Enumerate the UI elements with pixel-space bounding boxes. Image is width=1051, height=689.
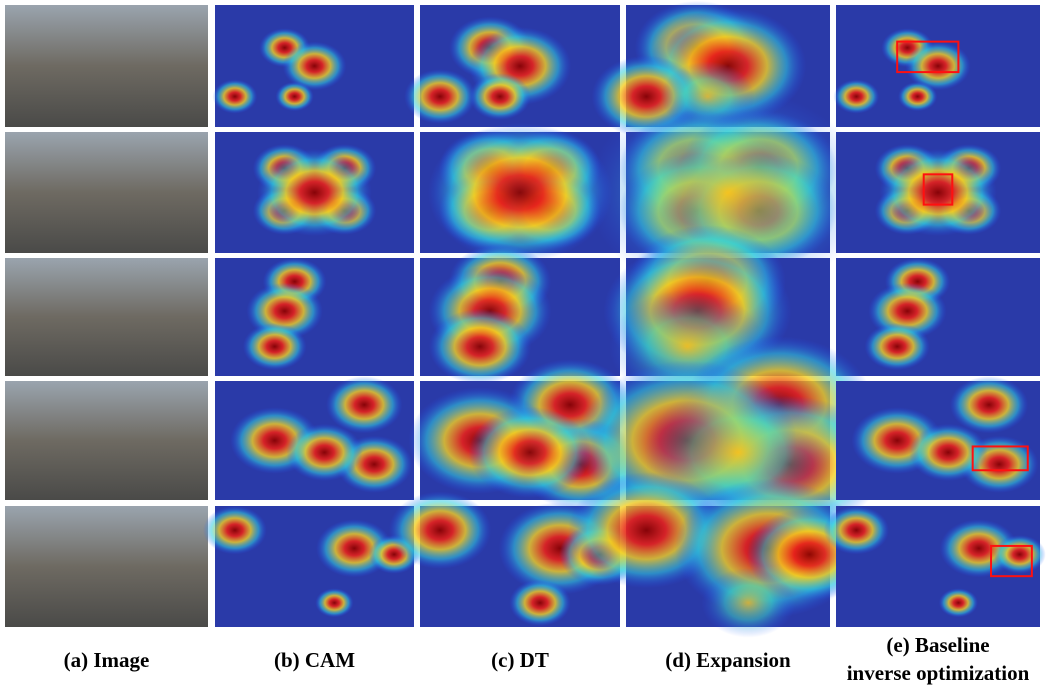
panel: [5, 132, 208, 253]
heat-blob: [203, 506, 267, 554]
heat-blob: [275, 82, 313, 111]
heat-blob: [315, 588, 353, 617]
panel: [5, 5, 208, 127]
heat-blob: [389, 491, 491, 568]
heatmap: [215, 132, 414, 253]
heat-blob: [326, 376, 402, 433]
heat-blob: [509, 580, 570, 626]
heat-blob: [243, 323, 307, 370]
heatmap: [215, 258, 414, 376]
heat-blob: [257, 149, 372, 236]
heatmap: [213, 5, 414, 127]
heat-blob: [429, 309, 531, 385]
column-caption: (a) Image: [64, 648, 150, 672]
photo: [5, 506, 208, 627]
heat-blob: [286, 424, 362, 481]
heatmap: [836, 258, 1040, 376]
heat-blob: [428, 123, 612, 262]
figure: (a) Image (b) CAM (c) DT (d) Expansion (e) B…: [0, 0, 1051, 689]
heat-blob: [824, 506, 889, 554]
column-caption: inverse optimization: [847, 661, 1030, 685]
heatmap: [404, 5, 620, 127]
heat-blob: [213, 79, 258, 113]
heatmap: [203, 506, 420, 627]
column-caption: (d) Expansion: [665, 648, 791, 672]
photo: [5, 5, 208, 127]
photo: [5, 381, 208, 500]
heat-blob: [469, 407, 592, 498]
heat-blob: [404, 69, 476, 124]
panel: [5, 506, 208, 627]
heat-blob: [939, 588, 978, 617]
panel: [5, 258, 208, 376]
heat-blob: [898, 82, 937, 111]
photo: [5, 258, 208, 376]
column-caption: (c) DT: [491, 648, 549, 672]
heat-blob: [993, 535, 1045, 574]
heatmap: [215, 376, 414, 500]
column-caption: (e) Baseline: [886, 633, 989, 657]
heat-blob: [909, 424, 987, 481]
image-grid: [5, 1, 1046, 638]
photo: [5, 132, 208, 253]
captions: (a) Image (b) CAM (c) DT (d) Expansion (e) B…: [64, 633, 1030, 685]
heat-blob: [865, 323, 930, 370]
column-caption: (b) CAM: [274, 648, 355, 672]
heat-blob: [879, 149, 997, 236]
heatmap: [834, 5, 1040, 127]
heat-blob: [834, 79, 880, 113]
heat-blob: [701, 568, 795, 638]
panel: [5, 381, 208, 500]
heat-blob: [469, 73, 530, 120]
heat-blob: [950, 376, 1028, 433]
heatmap: [836, 376, 1040, 500]
heatmap: [824, 506, 1046, 627]
heatmap: [836, 132, 1040, 253]
